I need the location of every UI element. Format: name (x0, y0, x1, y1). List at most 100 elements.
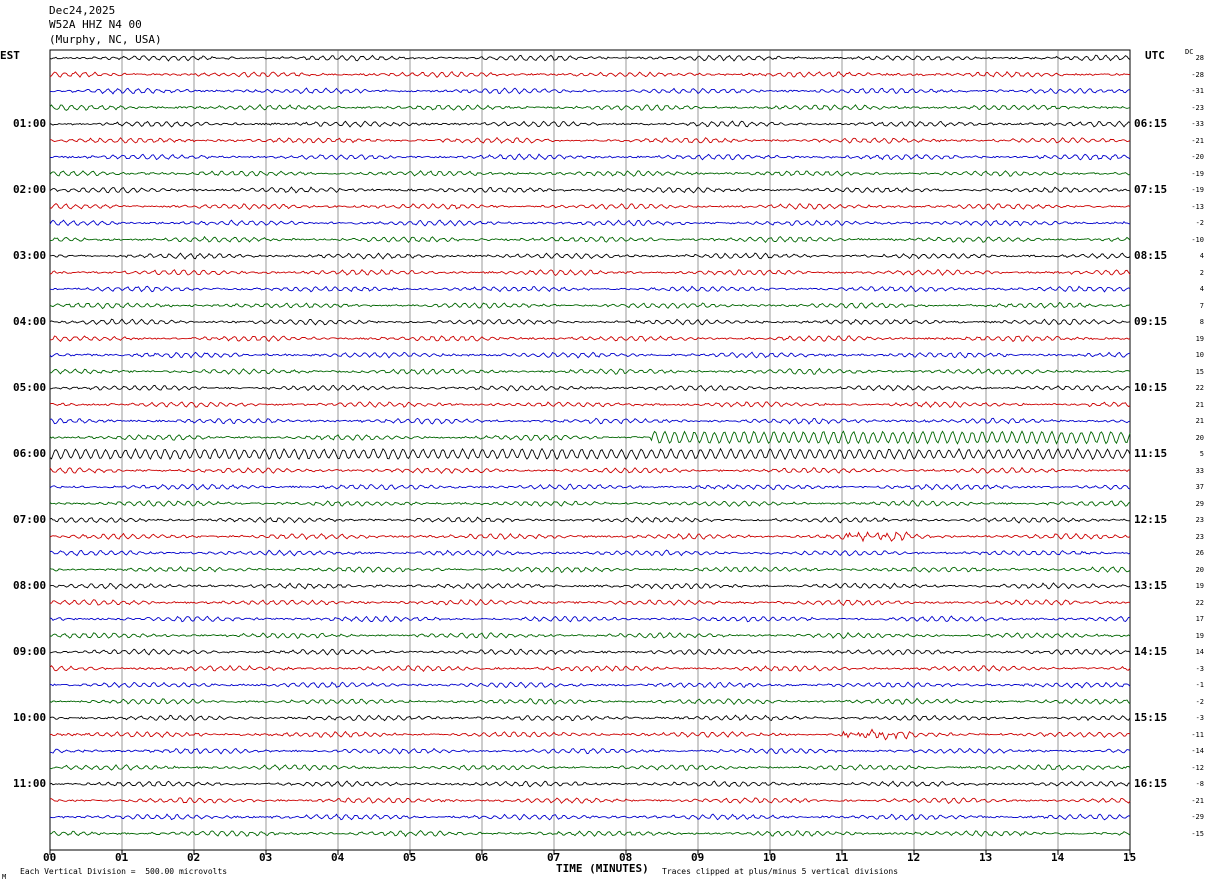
dc-offset-value: -2 (1195, 219, 1204, 227)
dc-offset-value: 10 (1195, 351, 1204, 359)
est-hour-label: 04:00 (13, 315, 47, 328)
dc-column-label: DC (1185, 48, 1194, 56)
dc-offset-value: -19 (1191, 186, 1204, 194)
dc-offset-value: 19 (1195, 334, 1204, 343)
plot-frame (49, 49, 1131, 851)
x-tick-label: 04 (331, 851, 345, 864)
trace-line (49, 401, 1131, 408)
header-station: W52A HHZ N4 00 (49, 18, 142, 31)
dc-offset-value: -23 (1191, 103, 1204, 112)
x-tick-label: 00 (43, 851, 57, 864)
dc-offset-value: 4 (1199, 285, 1204, 293)
trace-line (49, 235, 1131, 244)
dc-offset-value: 14 (1195, 648, 1204, 656)
dc-offset-value: -33 (1191, 120, 1204, 128)
corner-mark: M (2, 873, 7, 881)
trace-line (49, 747, 1131, 755)
x-tick-label: 15 (1123, 851, 1137, 864)
est-hour-label: 06:00 (13, 447, 47, 460)
est-hour-label: 08:00 (13, 579, 47, 592)
trace-line (49, 813, 1131, 821)
utc-axis-label: UTC (1145, 49, 1165, 62)
trace-line (49, 615, 1131, 623)
est-hour-label: 01:00 (13, 117, 47, 130)
trace-line (49, 648, 1131, 656)
trace-line (49, 714, 1131, 722)
trace-line (49, 351, 1131, 359)
dc-offset-value: -21 (1191, 796, 1204, 805)
dc-offset-value: -2 (1195, 697, 1204, 706)
dc-offset-value: 28 (1195, 54, 1204, 62)
dc-offset-value: -31 (1191, 87, 1204, 95)
trace-line (49, 797, 1131, 805)
trace-line (50, 335, 1131, 343)
trace-line (49, 549, 1131, 557)
trace-line (49, 565, 1131, 573)
dc-offset-value: -21 (1191, 136, 1204, 145)
dc-offset-value: 15 (1195, 367, 1204, 376)
trace-line (50, 153, 1131, 161)
trace-line (49, 219, 1131, 227)
dc-offset-value: 4 (1199, 252, 1204, 260)
dc-offset-value: -28 (1191, 70, 1204, 79)
dc-offset-value: -19 (1191, 169, 1204, 178)
trace-line (49, 664, 1131, 673)
trace-line (49, 697, 1131, 706)
scale-note: Each Vertical Division = 500.00 microvol… (20, 867, 228, 876)
dc-offset-value: -8 (1195, 780, 1204, 788)
est-axis-label: EST (0, 49, 20, 62)
dc-offset-value: 19 (1195, 631, 1204, 640)
trace-line (49, 170, 1131, 177)
trace-line (49, 531, 1131, 543)
utc-hour-label: 16:15 (1134, 777, 1168, 790)
dc-offset-value: 22 (1195, 384, 1204, 392)
trace-line (49, 681, 1131, 689)
x-tick-label: 10 (763, 851, 777, 864)
trace-line (49, 54, 1131, 62)
est-hour-label: 11:00 (13, 777, 47, 790)
dc-offset-value: -12 (1191, 763, 1204, 772)
trace-line (49, 367, 1131, 375)
dc-offset-value: 33 (1195, 466, 1204, 475)
est-hour-label: 05:00 (13, 381, 47, 394)
trace-line (49, 447, 1131, 461)
dc-offset-value: -13 (1191, 202, 1204, 211)
trace-line (50, 87, 1131, 95)
dc-offset-value: -29 (1191, 813, 1204, 821)
x-tick-label: 06 (475, 851, 489, 864)
est-hour-label: 07:00 (13, 513, 47, 526)
utc-hour-label: 08:15 (1134, 249, 1168, 262)
trace-line (49, 318, 1131, 326)
utc-hour-label: 11:15 (1134, 447, 1168, 460)
utc-hour-label: 15:15 (1134, 711, 1168, 724)
dc-offset-value: -3 (1195, 714, 1204, 722)
trace-line (49, 252, 1131, 260)
dc-offset-value: 29 (1195, 499, 1204, 508)
trace-line (49, 483, 1131, 491)
x-tick-label: 08 (619, 851, 633, 864)
trace-line (49, 728, 1131, 741)
dc-offset-value: 23 (1195, 532, 1204, 541)
dc-offset-value: -15 (1191, 829, 1204, 838)
dc-offset-value: 8 (1199, 318, 1204, 326)
dc-offset-value: 21 (1195, 417, 1204, 425)
trace-line (49, 500, 1131, 508)
dc-offset-value: 2 (1199, 268, 1204, 277)
utc-hour-label: 09:15 (1134, 315, 1168, 328)
trace-line (49, 430, 1131, 445)
utc-hour-label: 14:15 (1134, 645, 1168, 658)
dc-offset-value: -1 (1195, 681, 1204, 689)
header-date: Dec24,2025 (49, 4, 116, 17)
trace-line (49, 631, 1131, 640)
trace-line (49, 582, 1131, 590)
dc-offset-value: 17 (1195, 615, 1204, 623)
dc-offset-value: -14 (1191, 747, 1204, 755)
trace-line (49, 120, 1131, 128)
dc-offset-value: 21 (1195, 400, 1204, 409)
dc-offset-value: 26 (1195, 549, 1204, 557)
header-location: (Murphy, NC, USA) (49, 33, 162, 46)
dc-offset-value: 5 (1199, 450, 1204, 458)
trace-line (49, 830, 1131, 838)
trace-line (49, 516, 1131, 524)
dc-offset-value: 20 (1195, 433, 1204, 442)
